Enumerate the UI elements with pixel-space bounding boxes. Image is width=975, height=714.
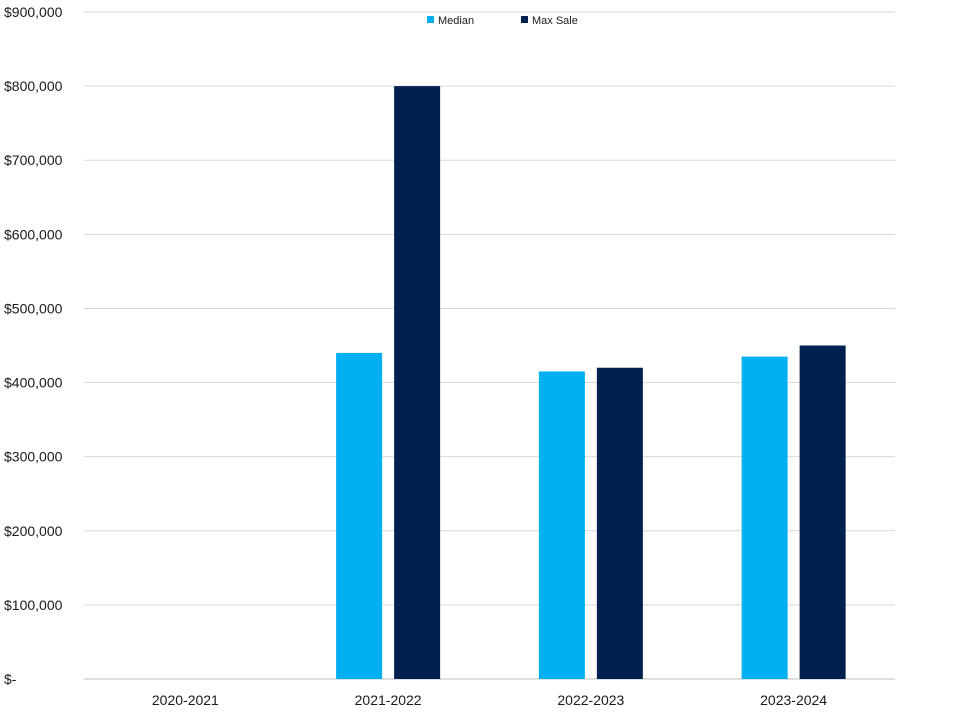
legend-item-median: Median — [427, 15, 474, 27]
y-tick-label: $900,000 — [4, 4, 63, 20]
legend-label-max-sale: Max Sale — [532, 15, 578, 27]
y-tick-label: $- — [4, 671, 17, 687]
median-bar-2023-2024 — [741, 356, 788, 679]
y-tick-label: $700,000 — [4, 152, 63, 168]
max-sale-bar-2023-2024 — [799, 345, 846, 679]
x-category-label: 2023-2024 — [760, 692, 827, 708]
max-sale-bar-2022-2023 — [596, 367, 643, 679]
x-category-label: 2020-2021 — [152, 692, 219, 708]
legend-swatch-max-sale — [521, 16, 528, 23]
gridlines — [84, 11, 895, 680]
x-axis-category-labels: 2020-2021 2021-2022 2022-2023 2023-2024 — [152, 692, 827, 708]
legend-swatch-median — [427, 16, 434, 23]
x-category-label: 2022-2023 — [557, 692, 624, 708]
y-tick-label: $100,000 — [4, 597, 63, 613]
y-tick-label: $800,000 — [4, 78, 63, 94]
median-bar-2022-2023 — [538, 371, 585, 679]
max-sale-bar-2021-2022 — [394, 86, 441, 680]
y-tick-label: $400,000 — [4, 375, 63, 391]
legend-label-median: Median — [438, 15, 474, 27]
y-tick-label: $200,000 — [4, 523, 63, 539]
median-bar-2021-2022 — [336, 352, 383, 679]
x-category-label: 2021-2022 — [355, 692, 422, 708]
bars — [336, 86, 846, 680]
y-tick-label: $500,000 — [4, 300, 63, 316]
y-axis-tick-labels: $- $100,000 $200,000 $300,000 $400,000 $500,0… — [4, 4, 63, 687]
legend-item-max-sale: Max Sale — [521, 15, 578, 27]
legend: Median Max Sale — [427, 15, 578, 27]
y-tick-label: $300,000 — [4, 449, 63, 465]
y-tick-label: $600,000 — [4, 226, 63, 242]
